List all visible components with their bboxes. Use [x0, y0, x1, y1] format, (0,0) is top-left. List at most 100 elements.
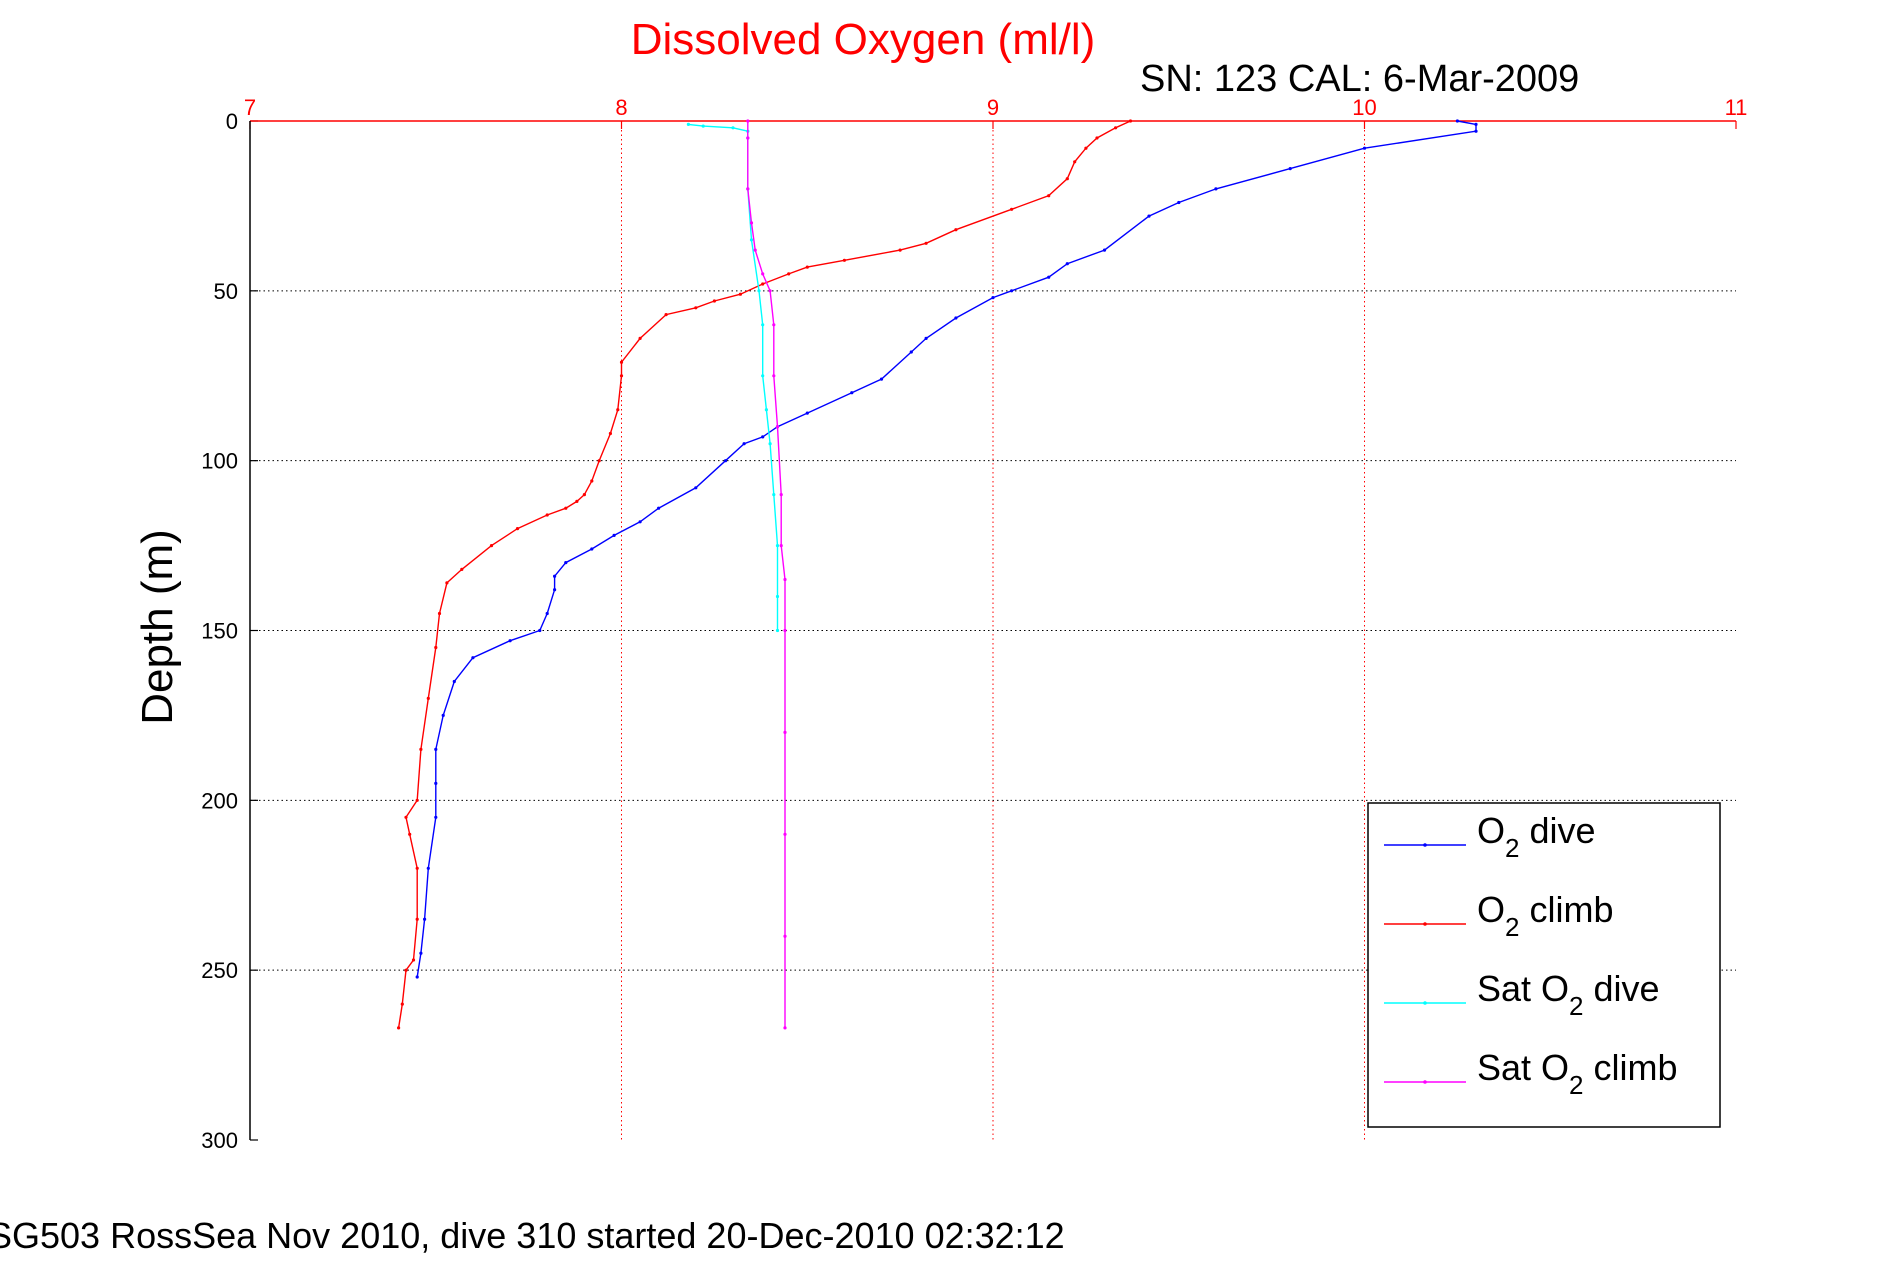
data-point — [590, 479, 594, 483]
legend-marker — [1423, 843, 1427, 847]
data-point — [738, 292, 743, 296]
data-point — [775, 544, 780, 548]
data-point — [434, 645, 438, 650]
data-point — [757, 289, 761, 293]
series-layer — [397, 119, 1478, 1030]
y-tick-label: 100 — [201, 449, 238, 474]
x-tick-label: 9 — [987, 95, 999, 120]
data-point — [909, 350, 913, 354]
data-point — [1065, 177, 1069, 181]
data-point — [434, 747, 438, 752]
data-point — [954, 228, 958, 232]
data-point — [1047, 194, 1051, 198]
data-point — [538, 628, 542, 633]
data-point — [775, 628, 780, 633]
data-point — [768, 442, 772, 446]
data-point — [400, 1002, 404, 1006]
x-tick-label: 11 — [1725, 95, 1748, 120]
data-point — [761, 272, 765, 276]
data-point — [452, 679, 456, 684]
data-point — [712, 299, 717, 303]
data-point — [954, 316, 958, 320]
data-point — [445, 581, 449, 585]
data-point — [616, 408, 620, 412]
legend-label: Sat O2 climb — [1477, 1047, 1678, 1100]
series-line-o2-climb — [397, 120, 1131, 1029]
series-o2-dive — [415, 119, 1478, 979]
data-point — [545, 513, 549, 517]
legend-entry-o2-dive: O2 dive — [1384, 810, 1596, 863]
data-point — [779, 493, 783, 497]
data-point — [1147, 214, 1151, 218]
data-point — [564, 506, 568, 510]
data-point — [924, 336, 928, 340]
data-point — [805, 265, 809, 269]
data-point — [404, 815, 408, 819]
data-point — [924, 241, 928, 245]
data-point — [415, 866, 419, 870]
footer-caption: SG503 RossSea Nov 2010, dive 310 started… — [0, 1215, 1065, 1256]
data-point — [582, 493, 587, 497]
data-point — [783, 1026, 787, 1030]
y-tick-label: 50 — [214, 279, 238, 304]
data-point — [842, 258, 847, 262]
data-point — [746, 187, 750, 191]
data-point — [783, 628, 787, 633]
data-point — [723, 459, 728, 463]
data-point — [419, 747, 423, 752]
y-axis-label: Depth (m) — [133, 529, 182, 725]
data-point — [1455, 119, 1459, 123]
x-tick-label: 7 — [244, 95, 256, 120]
data-point — [1114, 126, 1118, 130]
data-point — [783, 934, 787, 938]
y-tick-label: 150 — [201, 619, 238, 644]
series-line-sat-o2-climb — [747, 121, 786, 1028]
data-point — [419, 951, 423, 955]
data-point — [805, 411, 809, 415]
series-line-o2-dive — [416, 120, 1477, 978]
data-point — [694, 486, 698, 490]
data-point — [608, 431, 613, 436]
data-point — [489, 544, 494, 548]
data-point — [441, 713, 445, 718]
data-point — [415, 917, 419, 921]
data-point — [779, 544, 783, 548]
data-point — [408, 832, 412, 836]
data-point — [1084, 146, 1088, 150]
data-point — [749, 238, 754, 242]
data-point — [898, 248, 902, 252]
data-point — [772, 374, 776, 378]
axes: 7 8 9 10 11 0 50 100 150 200 250 300 — [201, 95, 1747, 1153]
data-point — [749, 221, 754, 225]
data-point — [1010, 207, 1014, 211]
data-point — [415, 798, 419, 802]
data-point — [638, 520, 642, 524]
data-point — [612, 533, 616, 538]
legend-marker — [1423, 1001, 1427, 1005]
data-point — [746, 136, 750, 140]
data-point — [761, 374, 765, 378]
data-point — [694, 306, 698, 310]
x-tick-label: 8 — [615, 95, 627, 120]
data-point — [426, 866, 430, 870]
data-point — [764, 408, 769, 412]
data-point — [423, 917, 427, 921]
data-point — [783, 577, 787, 582]
data-point — [404, 968, 408, 972]
chart-title: Dissolved Oxygen (ml/l) — [631, 15, 1096, 64]
data-point — [783, 730, 787, 735]
series-sat-o2-dive — [686, 122, 780, 633]
data-point — [772, 493, 776, 497]
data-point — [731, 126, 735, 130]
data-point — [1095, 136, 1099, 140]
data-point — [753, 248, 757, 252]
legend-entry-sat-o2-climb: Sat O2 climb — [1384, 1047, 1678, 1100]
data-point — [1128, 119, 1133, 123]
legend-label: O2 dive — [1477, 810, 1596, 863]
data-point — [761, 282, 765, 286]
data-point — [434, 815, 438, 819]
legend-entry-o2-climb: O2 climb — [1384, 889, 1614, 942]
data-point — [1073, 160, 1077, 164]
data-point — [590, 547, 594, 551]
